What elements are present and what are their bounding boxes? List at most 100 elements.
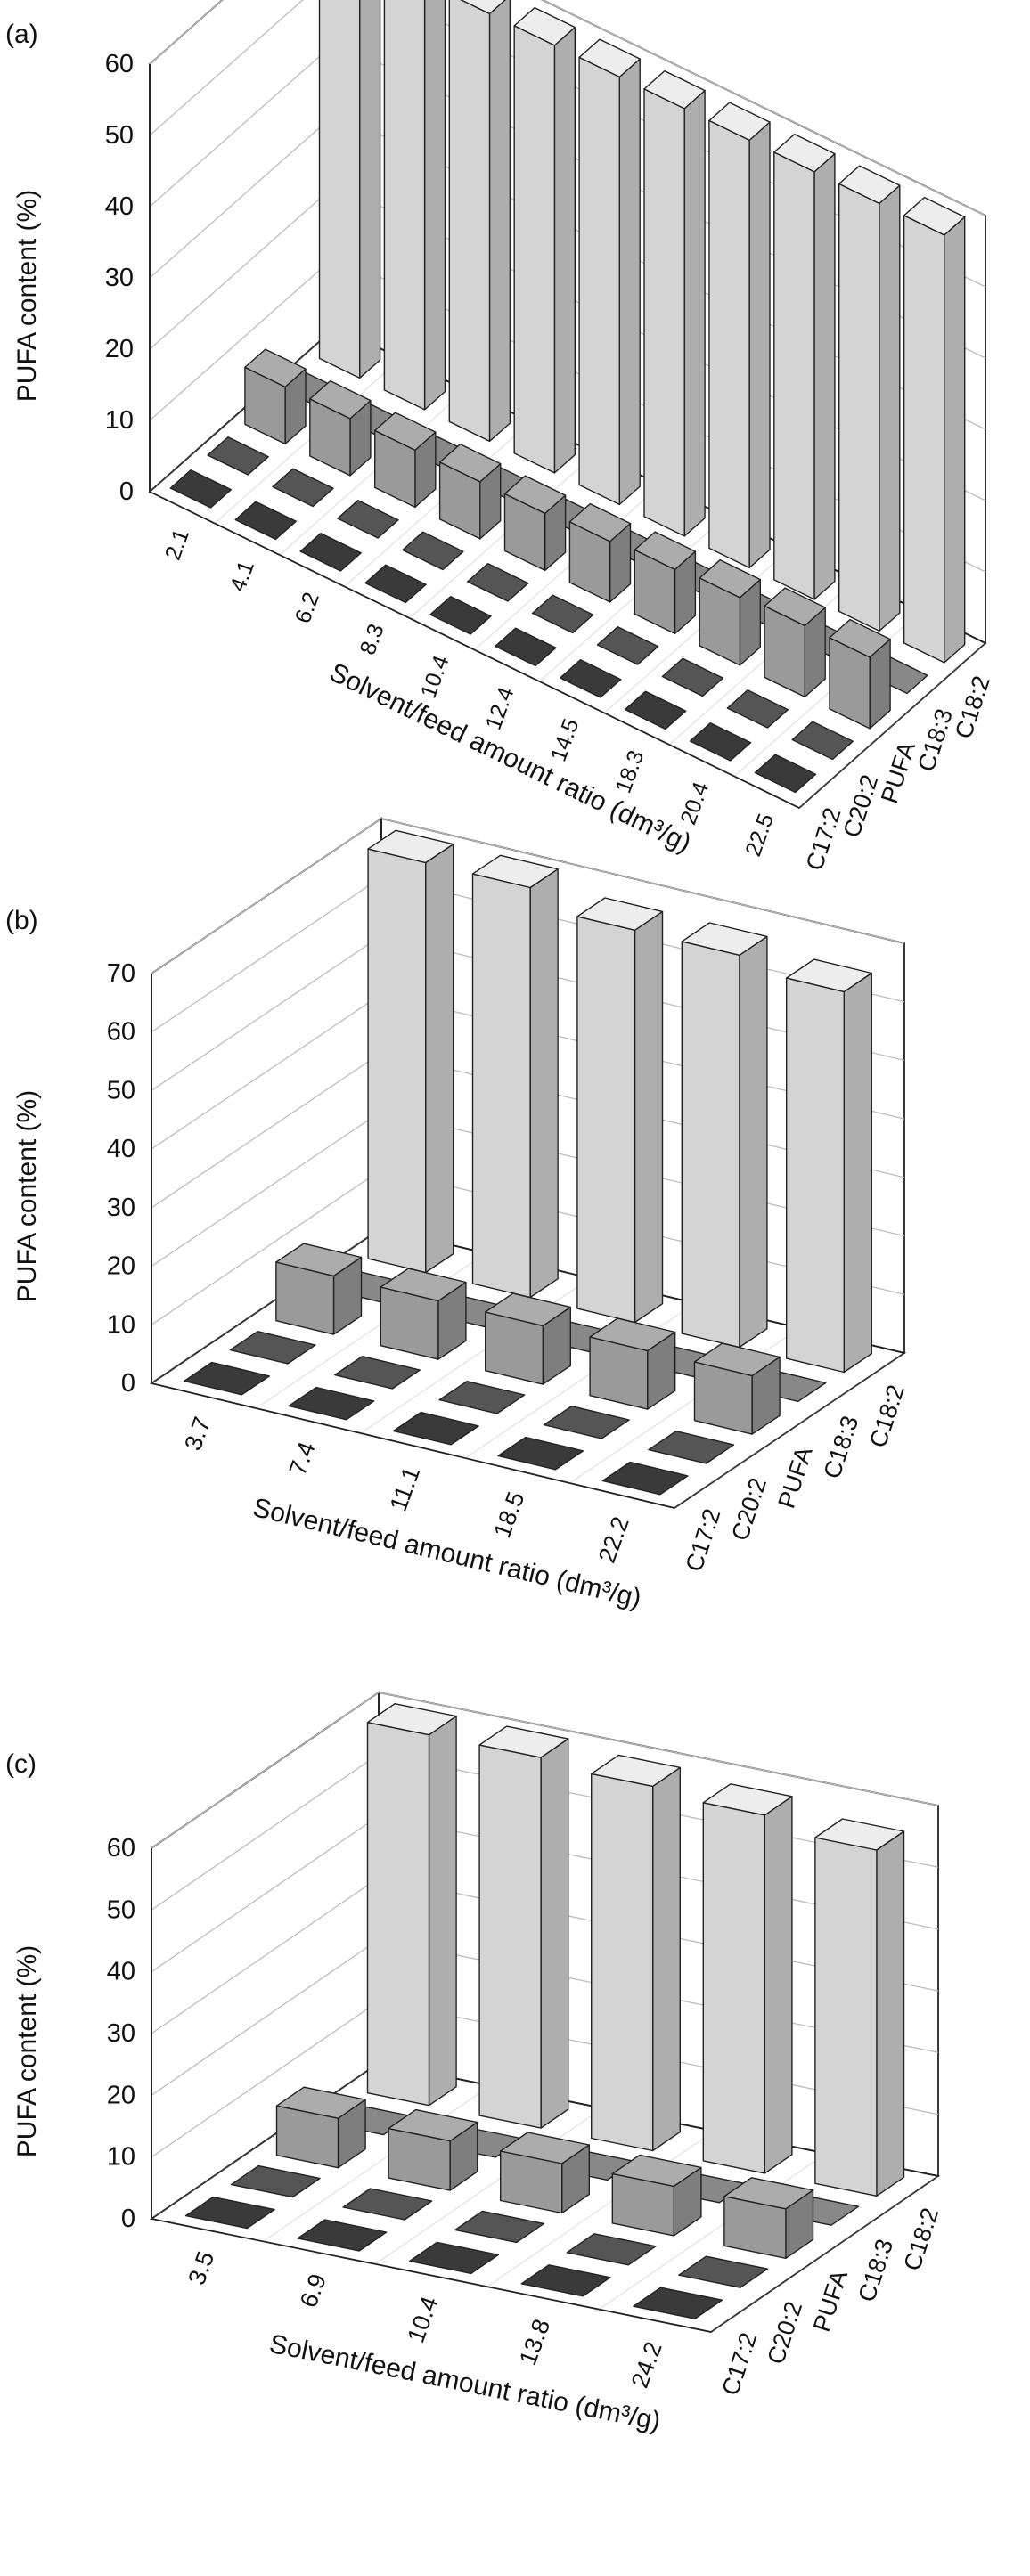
bar-C18-2-6.9 bbox=[478, 1725, 569, 2129]
bar-PUFA-18.3 bbox=[699, 558, 761, 666]
y-tick-label: 0 bbox=[121, 1369, 135, 1398]
y-axis-title: PUFA content (%) bbox=[12, 1090, 42, 1302]
bar-top-face bbox=[829, 618, 891, 658]
bar-top-face bbox=[485, 1292, 571, 1327]
bar-top-face bbox=[429, 596, 492, 635]
bar-top-face bbox=[364, 564, 427, 604]
bar-top-face bbox=[513, 6, 576, 46]
floor-gridline bbox=[263, 2084, 491, 2242]
y-tick-label: 30 bbox=[107, 1194, 135, 1222]
x-tick-label: 24.2 bbox=[626, 2338, 667, 2392]
bar-front-face bbox=[513, 25, 556, 474]
bar-C18-2-4.1 bbox=[383, 0, 446, 411]
panel-label: (b) bbox=[5, 906, 38, 935]
bar-top-face bbox=[531, 594, 594, 634]
bar-PUFA-10.4 bbox=[500, 2132, 590, 2214]
bar-C20-2-20.4 bbox=[726, 689, 789, 729]
bar-top-face bbox=[693, 1342, 781, 1377]
series-label: PUFA bbox=[808, 2267, 853, 2335]
y-tick-label: 40 bbox=[105, 192, 134, 221]
bar-top-face bbox=[634, 531, 697, 571]
y-tick-label: 30 bbox=[107, 2019, 135, 2048]
y-tick-label: 20 bbox=[105, 335, 134, 363]
bar-side-face bbox=[944, 216, 966, 664]
series-label: C18:3 bbox=[853, 2236, 898, 2305]
bar-PUFA-7.4 bbox=[380, 1268, 467, 1360]
bar-C18-2-14.5 bbox=[708, 102, 771, 569]
bar-top-face bbox=[454, 2210, 544, 2244]
bar-C20-2-12.4 bbox=[531, 594, 594, 634]
bar-side-face bbox=[425, 844, 454, 1274]
bar-C18-2-13.8 bbox=[702, 1783, 793, 2174]
x-tick-label: 4.1 bbox=[225, 558, 259, 595]
bar-top-face bbox=[791, 721, 854, 761]
bar-PUFA-12.4 bbox=[568, 502, 632, 603]
bar-top-face bbox=[234, 501, 297, 541]
x-axis-title: Solvent/feed amount ratio (dm³/g) bbox=[267, 2329, 664, 2437]
series-label: C17:2 bbox=[681, 1505, 726, 1575]
bar-C17-2-6.9 bbox=[297, 2219, 388, 2252]
bar-top-face bbox=[591, 1754, 681, 1788]
bar-front-face bbox=[448, 0, 491, 443]
x-tick-label: 3.7 bbox=[179, 1414, 216, 1455]
bar-C17-2-20.4 bbox=[689, 722, 752, 762]
y-tick-label: 10 bbox=[105, 406, 134, 435]
bar-top-face bbox=[681, 922, 768, 957]
bar-top-face bbox=[367, 829, 454, 864]
bar-C17-2-18.3 bbox=[624, 690, 687, 730]
bar-C20-2-4.1 bbox=[272, 468, 334, 508]
bar-front-face bbox=[318, 0, 361, 379]
bar-front-face bbox=[383, 0, 426, 411]
bar-top-face bbox=[438, 443, 502, 483]
y-tick-label: 0 bbox=[121, 2205, 135, 2233]
bar-C20-2-6.9 bbox=[342, 2188, 433, 2221]
bar-C18-2-22.5 bbox=[903, 196, 966, 664]
bar-top-face bbox=[723, 2177, 814, 2210]
y-axis-title: PUFA content (%) bbox=[12, 1945, 42, 2157]
gridline bbox=[149, 0, 986, 216]
bar-C20-2-3.7 bbox=[229, 1330, 316, 1365]
bar-side-face bbox=[488, 0, 511, 443]
bar-front-face bbox=[366, 1721, 430, 2107]
bar-top-face bbox=[543, 1405, 630, 1439]
x-tick-label: 22.5 bbox=[740, 811, 779, 860]
x-tick-label: 14.5 bbox=[546, 715, 584, 764]
series-label: C20:2 bbox=[726, 1474, 772, 1544]
bar-top-face bbox=[903, 196, 966, 236]
bar-top-face bbox=[702, 1783, 793, 1816]
series-label: C20:2 bbox=[762, 2298, 807, 2368]
bar-C20-2-11.1 bbox=[438, 1380, 526, 1414]
x-tick-label: 11.1 bbox=[385, 1463, 425, 1515]
bar-top-face bbox=[648, 1430, 735, 1464]
y-tick-label: 10 bbox=[107, 2143, 135, 2172]
bar-top-face bbox=[478, 1725, 569, 1758]
bar-top-face bbox=[272, 468, 334, 508]
y-tick-label: 20 bbox=[107, 2081, 135, 2109]
series-label: C18:3 bbox=[819, 1413, 864, 1482]
bar-C17-2-12.4 bbox=[495, 627, 557, 667]
y-tick-label: 40 bbox=[107, 1958, 135, 1986]
bar-top-face bbox=[643, 69, 706, 110]
bar-top-face bbox=[726, 689, 789, 729]
bar-C18-2-3.5 bbox=[366, 1702, 457, 2107]
bar-top-face bbox=[297, 2219, 388, 2252]
bar-front-face bbox=[471, 873, 531, 1299]
bar-PUFA-3.7 bbox=[275, 1243, 363, 1335]
floor-gridline bbox=[486, 2130, 715, 2287]
bar-front-face bbox=[578, 56, 620, 506]
bar-PUFA-6.9 bbox=[388, 2108, 478, 2191]
x-tick-label: 18.3 bbox=[610, 747, 649, 796]
bar-side-face bbox=[843, 972, 872, 1374]
bar-top-face bbox=[438, 1380, 526, 1414]
bar-C17-2-4.1 bbox=[234, 501, 297, 541]
y-tick-label: 30 bbox=[105, 264, 134, 292]
y-tick-label: 50 bbox=[107, 1895, 135, 1924]
bar-top-face bbox=[380, 1268, 467, 1302]
bar-C18-2-18.5 bbox=[681, 922, 768, 1349]
bar-top-face bbox=[503, 475, 567, 515]
bar-front-face bbox=[576, 916, 636, 1324]
bar-top-face bbox=[183, 1361, 270, 1396]
bar-C17-2-11.1 bbox=[392, 1411, 479, 1446]
bar-top-face bbox=[230, 2164, 321, 2198]
